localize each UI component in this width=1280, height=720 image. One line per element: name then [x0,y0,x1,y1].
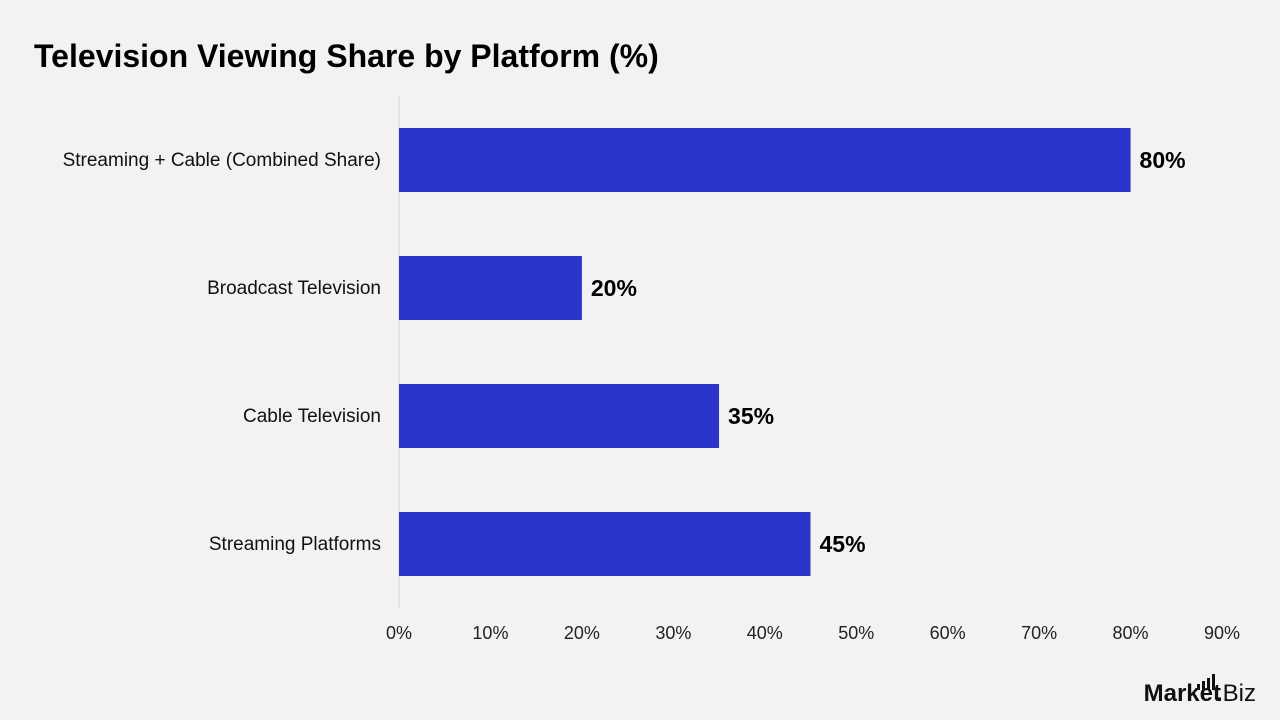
category-label: Streaming Platforms [209,534,381,555]
category-label: Streaming + Cable (Combined Share) [63,150,381,171]
x-tick-label: 70% [1021,623,1057,643]
x-axis-ticks: 0% 10% 20% 30% 40% 50% 60% 70% 80% 90% [386,623,1240,643]
x-tick-label: 10% [472,623,508,643]
bars-layer [399,128,1131,576]
bar [399,256,582,320]
logo-text-dot: . [1215,680,1223,707]
x-tick-label: 50% [838,623,874,643]
x-tick-label: 0% [386,623,412,643]
logo-text-end: Biz [1222,680,1256,707]
bar [399,384,720,448]
value-label: 45% [820,531,866,557]
logo-bars-icon [1196,674,1215,690]
category-label: Broadcast Television [207,278,381,299]
x-tick-label: 40% [747,623,783,643]
marketbiz-logo: Market . Biz [1144,674,1256,706]
x-tick-label: 30% [655,623,691,643]
x-tick-label: 20% [564,623,600,643]
category-label: Cable Television [243,406,381,427]
bar [399,128,1131,192]
value-label: 80% [1140,147,1186,173]
bar [399,512,811,576]
value-labels: 80% 20% 35% 45% [591,147,1186,557]
value-label: 35% [728,403,774,429]
x-tick-label: 80% [1113,623,1149,643]
value-label: 20% [591,275,637,301]
category-labels: Streaming + Cable (Combined Share) Broadc… [63,150,381,555]
x-tick-label: 90% [1204,623,1240,643]
x-tick-label: 60% [930,623,966,643]
chart-title: Television Viewing Share by Platform (%) [34,38,659,74]
